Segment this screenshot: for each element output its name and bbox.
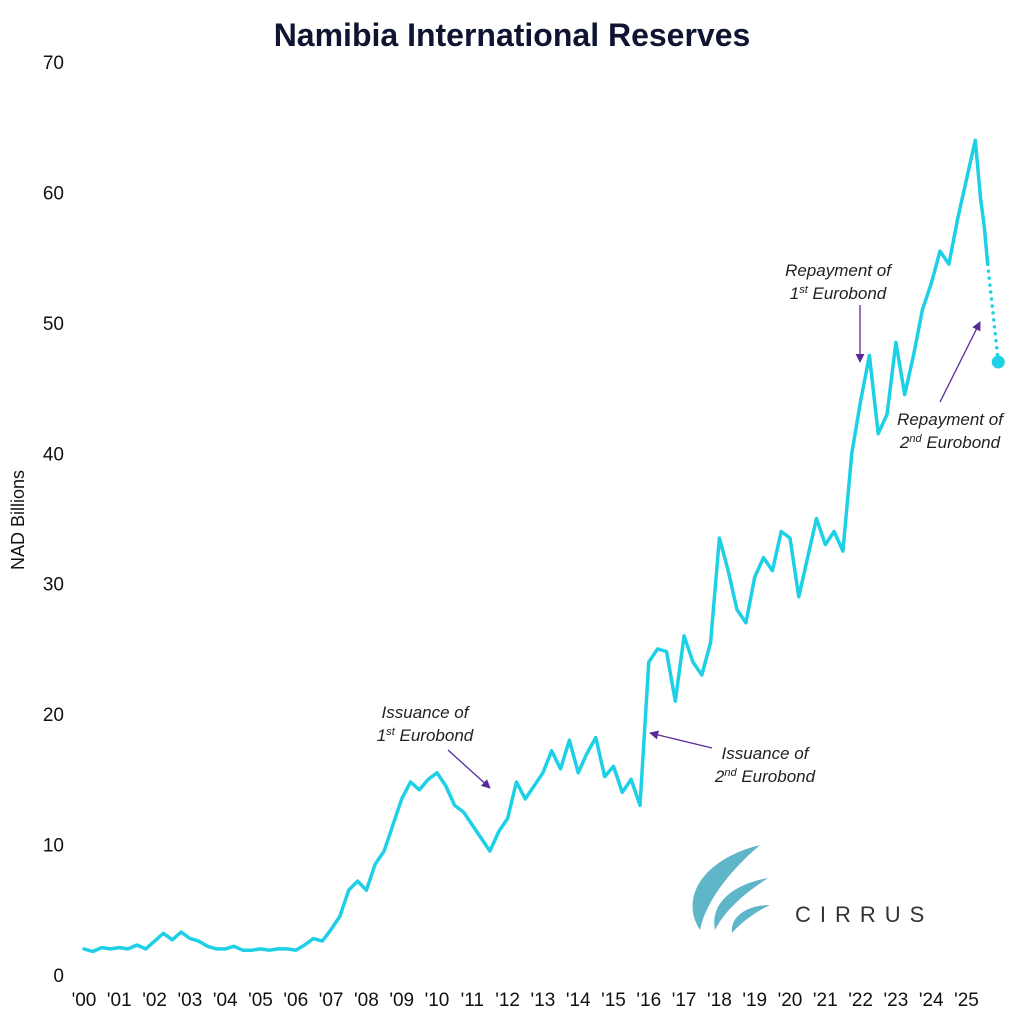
annotation-part: Repayment of <box>897 410 1005 429</box>
x-tick-label: '04 <box>213 990 238 1011</box>
y-tick-label: 30 <box>43 575 64 596</box>
logo: CIRRUS <box>692 845 933 933</box>
x-tick-label: '09 <box>389 990 414 1011</box>
annotation-part: Eurobond <box>808 284 887 303</box>
logo-swoosh <box>714 878 768 930</box>
y-tick-label: 10 <box>43 836 64 857</box>
x-tick-label: '22 <box>848 990 873 1011</box>
series-line <box>82 138 990 954</box>
x-tick-label: '10 <box>425 990 450 1011</box>
series-line <box>985 262 1001 364</box>
x-tick-label: '12 <box>495 990 520 1011</box>
annotation: 1st Eurobond <box>790 284 887 303</box>
annotation: Repayment of <box>897 410 1005 429</box>
x-tick-label: '24 <box>919 990 944 1011</box>
x-tick-label: '02 <box>142 990 167 1011</box>
x-tick-label: '05 <box>248 990 273 1011</box>
y-tick-label: 0 <box>53 966 64 987</box>
annotation-part: Eurobond <box>737 767 816 786</box>
y-tick-label: 40 <box>43 444 64 465</box>
chart-title: Namibia International Reserves <box>274 17 751 53</box>
x-tick-label: '23 <box>884 990 909 1011</box>
annotation-arrow <box>939 321 981 403</box>
annotation-part: Issuance of <box>722 744 811 763</box>
x-tick-label: '01 <box>107 990 132 1011</box>
annotation-part: nd <box>724 767 737 779</box>
annotation: 2nd Eurobond <box>899 433 1001 452</box>
annotation-part: st <box>386 726 396 738</box>
x-tick-label: '15 <box>601 990 626 1011</box>
annotation: Issuance of <box>722 744 811 763</box>
y-tick-label: 70 <box>43 53 64 74</box>
x-tick-label: '16 <box>636 990 661 1011</box>
annotation-arrow <box>447 749 491 789</box>
end-marker <box>991 355 1005 369</box>
x-tick-label: '17 <box>672 990 697 1011</box>
annotation: Issuance of <box>382 703 471 722</box>
y-axis-label: NAD Billions <box>8 470 28 570</box>
x-tick-label: '13 <box>531 990 556 1011</box>
x-tick-label: '19 <box>742 990 767 1011</box>
annotation-part: Issuance of <box>382 703 471 722</box>
x-tick-label: '06 <box>283 990 308 1011</box>
annotation-part: 1 <box>377 726 386 745</box>
annotation: 2nd Eurobond <box>714 767 816 786</box>
x-tick-label: '14 <box>566 990 591 1011</box>
annotation-part: 1 <box>790 284 799 303</box>
y-tick-label: 20 <box>43 705 64 726</box>
logo-swoosh <box>692 845 760 930</box>
y-tick-label: 50 <box>43 314 64 335</box>
logo-text: CIRRUS <box>795 902 933 927</box>
annotation-part: st <box>799 284 809 296</box>
x-tick-label: '08 <box>354 990 379 1011</box>
annotation: 1st Eurobond <box>377 726 474 745</box>
x-tick-label: '18 <box>707 990 732 1011</box>
x-tick-label: '00 <box>72 990 97 1011</box>
logo-swoosh <box>731 905 770 933</box>
annotation-part: Repayment of <box>785 261 893 280</box>
x-tick-label: '25 <box>954 990 979 1011</box>
y-tick-label: 60 <box>43 183 64 204</box>
x-tick-label: '21 <box>813 990 838 1011</box>
annotation-part: Eurobond <box>922 433 1001 452</box>
annotation-part: Eurobond <box>395 726 474 745</box>
annotation: Repayment of <box>785 261 893 280</box>
annotation-arrow <box>649 730 713 749</box>
x-tick-label: '03 <box>178 990 203 1011</box>
x-tick-label: '20 <box>778 990 803 1011</box>
x-tick-label: '11 <box>461 990 484 1011</box>
annotation-part: 2 <box>899 433 910 452</box>
annotation-part: nd <box>909 433 922 445</box>
x-tick-label: '07 <box>319 990 344 1011</box>
annotation-part: 2 <box>714 767 725 786</box>
